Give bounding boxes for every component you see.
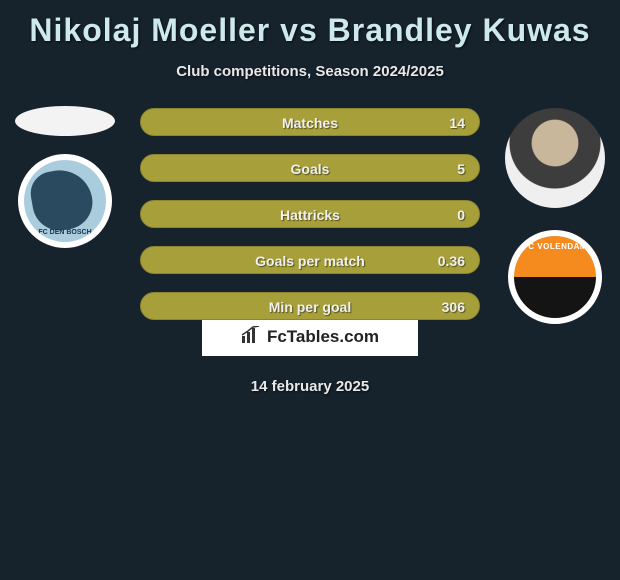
stats-rows: Matches 14 Goals 5 Hattricks 0 Goals per… xyxy=(140,108,480,338)
left-club-badge: FC DEN BOSCH xyxy=(18,154,112,248)
stat-label: Matches xyxy=(141,109,479,137)
stat-label: Goals xyxy=(141,155,479,183)
left-club-badge-inner: FC DEN BOSCH xyxy=(24,160,106,242)
stat-value-right: 0 xyxy=(457,201,465,229)
stat-row-goals: Goals 5 xyxy=(140,154,480,182)
stat-value-right: 306 xyxy=(442,293,465,321)
right-player-avatar xyxy=(505,108,605,208)
stat-row-goals-per-match: Goals per match 0.36 xyxy=(140,246,480,274)
stat-row-min-per-goal: Min per goal 306 xyxy=(140,292,480,320)
left-player-avatar xyxy=(15,106,115,136)
right-club-name: FC VOLENDAM xyxy=(514,242,596,251)
stat-row-hattricks: Hattricks 0 xyxy=(140,200,480,228)
left-player-column: FC DEN BOSCH xyxy=(10,106,120,248)
stat-label: Min per goal xyxy=(141,293,479,321)
stat-label: Goals per match xyxy=(141,247,479,275)
page-title: Nikolaj Moeller vs Brandley Kuwas xyxy=(0,0,620,49)
stat-value-right: 5 xyxy=(457,155,465,183)
dragon-icon xyxy=(27,165,97,235)
page-subtitle: Club competitions, Season 2024/2025 xyxy=(0,63,620,80)
left-club-name: FC DEN BOSCH xyxy=(24,229,106,236)
stat-value-right: 14 xyxy=(449,109,465,137)
stat-label: Hattricks xyxy=(141,201,479,229)
right-player-column: FC VOLENDAM xyxy=(500,108,610,324)
right-club-badge: FC VOLENDAM xyxy=(508,230,602,324)
stat-value-right: 0.36 xyxy=(438,247,465,275)
stat-row-matches: Matches 14 xyxy=(140,108,480,136)
date-line: 14 february 2025 xyxy=(0,378,620,395)
